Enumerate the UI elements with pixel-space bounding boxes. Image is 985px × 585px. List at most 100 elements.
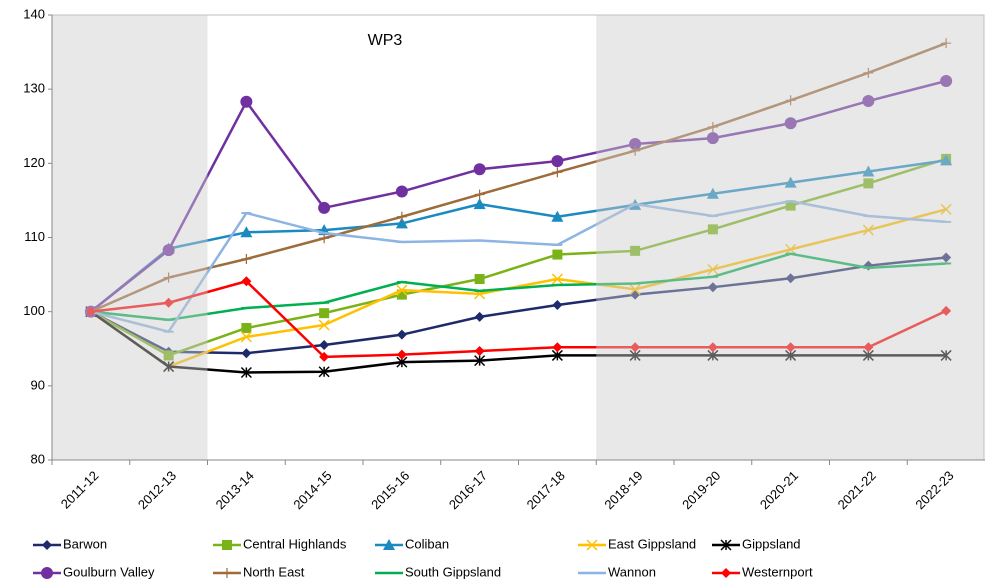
- legend-item: Coliban: [375, 536, 449, 551]
- legend-label: Wannon: [608, 564, 656, 579]
- x-tick-label: 2012-13: [135, 468, 179, 512]
- legend-label: Goulburn Valley: [63, 564, 155, 579]
- marker: [319, 340, 330, 351]
- marker: [396, 349, 407, 360]
- marker: [941, 305, 952, 316]
- marker: [863, 178, 874, 189]
- x-tick-label: 2015-16: [368, 468, 412, 512]
- legend-label: Central Highlands: [243, 536, 347, 551]
- marker: [784, 176, 797, 188]
- marker: [784, 117, 797, 130]
- marker: [319, 351, 330, 362]
- y-tick-label: 130: [23, 81, 45, 96]
- marker: [163, 272, 174, 283]
- x-tick-label: 2018-19: [601, 468, 645, 512]
- legend-marker: [42, 540, 52, 550]
- marker: [940, 349, 952, 361]
- legend-label: North East: [243, 564, 305, 579]
- marker: [85, 306, 96, 317]
- marker: [707, 121, 718, 132]
- marker: [163, 350, 174, 361]
- marker: [707, 263, 719, 275]
- marker: [940, 75, 953, 88]
- marker: [785, 243, 797, 255]
- marker: [941, 252, 952, 263]
- series-line: [90, 252, 947, 322]
- x-tick-label: 2013-14: [213, 468, 257, 512]
- marker: [395, 185, 408, 198]
- legend-marker: [586, 539, 598, 551]
- marker: [630, 145, 641, 156]
- legend-label: East Gippsland: [608, 536, 696, 551]
- marker: [163, 361, 175, 373]
- marker: [474, 355, 486, 367]
- marker: [240, 331, 252, 343]
- marker: [862, 165, 875, 177]
- y-tick-label: 90: [31, 377, 45, 392]
- marker: [474, 345, 485, 356]
- marker: [240, 226, 253, 238]
- legend-item: East Gippsland: [578, 536, 696, 551]
- x-tick-label: 2020-21: [757, 468, 801, 512]
- legend-marker: [222, 568, 232, 578]
- marker: [241, 322, 252, 333]
- legend-item: Central Highlands: [213, 536, 347, 551]
- marker: [630, 342, 641, 353]
- y-tick-label: 140: [23, 6, 45, 21]
- series-line: [90, 256, 947, 355]
- legend-label: Gippsland: [742, 536, 801, 551]
- y-tick-label: 80: [31, 451, 45, 466]
- marker: [707, 342, 718, 353]
- legend-item: Barwon: [33, 536, 107, 551]
- plot-background: [51, 14, 985, 461]
- x-tick-label: 2017-18: [524, 468, 568, 512]
- series-line: [90, 310, 947, 374]
- marker: [941, 38, 952, 49]
- chart-title: WP3: [368, 32, 403, 49]
- series-line: [90, 79, 947, 313]
- series-line: [90, 280, 947, 359]
- x-tick-label: 2016-17: [446, 468, 490, 512]
- x-tick-label: 2011-12: [58, 468, 102, 512]
- marker: [319, 308, 330, 319]
- marker: [630, 245, 641, 256]
- marker: [240, 95, 253, 108]
- marker: [785, 95, 796, 106]
- legend-marker: [383, 539, 395, 550]
- series-line: [90, 157, 947, 357]
- marker: [940, 154, 953, 166]
- marker: [552, 342, 563, 353]
- marker: [552, 167, 563, 178]
- legend-item: Goulburn Valley: [33, 564, 155, 579]
- legend-marker: [721, 568, 731, 578]
- marker: [863, 342, 874, 353]
- marker: [395, 217, 408, 229]
- y-tick-label: 120: [23, 155, 45, 170]
- x-tick-label: 2022-23: [912, 468, 956, 512]
- legend-label: Coliban: [405, 536, 449, 551]
- legend-marker: [720, 539, 732, 551]
- marker: [551, 210, 564, 222]
- shaded-period: [596, 15, 984, 460]
- series-line: [90, 208, 947, 368]
- marker: [551, 273, 563, 285]
- marker: [706, 132, 719, 145]
- marker: [162, 244, 175, 257]
- legend-item: Wannon: [578, 564, 656, 579]
- legend-label: South Gippsland: [405, 564, 501, 579]
- marker: [474, 311, 485, 322]
- y-tick-label: 100: [23, 303, 45, 318]
- x-tick-label: 2019-20: [679, 468, 723, 512]
- series-line: [90, 42, 947, 313]
- marker: [785, 200, 796, 211]
- legend-item: North East: [213, 564, 305, 579]
- marker: [240, 366, 252, 379]
- legend-item: South Gippsland: [375, 564, 501, 579]
- marker: [551, 155, 564, 168]
- marker: [473, 198, 486, 210]
- marker: [396, 211, 407, 222]
- marker: [862, 224, 874, 236]
- shaded-period: [52, 15, 208, 460]
- marker: [707, 224, 718, 235]
